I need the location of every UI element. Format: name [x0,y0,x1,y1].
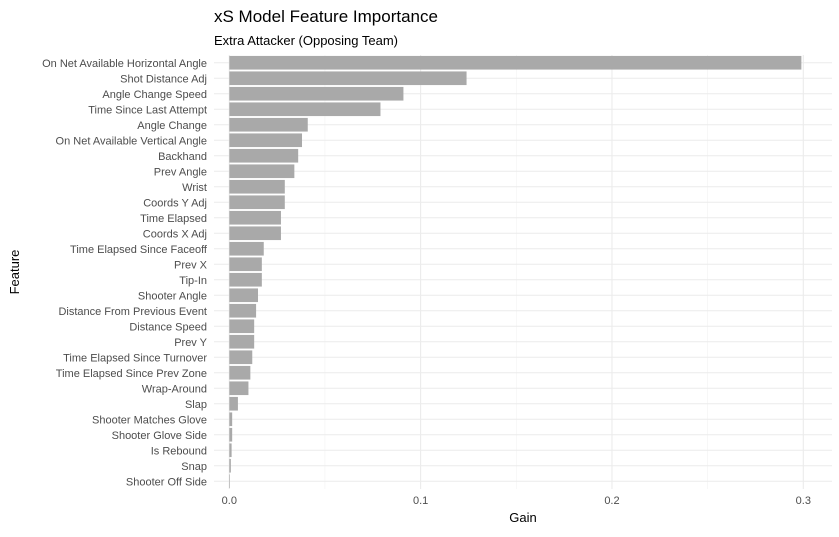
bar [229,71,467,86]
chart-subtitle: Extra Attacker (Opposing Team) [214,33,398,48]
bar-layer [229,55,802,489]
y-tick-label: Coords X Adj [143,228,207,240]
y-tick-label: Shooter Matches Glove [92,414,207,426]
y-tick-label: Prev Angle [154,166,207,178]
y-tick-label: Time Elapsed Since Faceoff [70,244,208,256]
bar [229,427,233,442]
bar [229,210,281,225]
y-tick-label: Shooter Angle [138,290,207,302]
x-tick-label: 0.1 [413,495,428,507]
y-tick-label: Wrap-Around [142,383,207,395]
y-tick-labels: On Net Available Horizontal Angle Shot Di… [42,58,208,489]
y-tick-label: Angle Change [137,120,207,132]
y-tick-label: Tip-In [179,275,207,287]
x-tick-label: 0.2 [604,495,619,507]
bar [229,257,262,272]
y-tick-label: Shooter Off Side [126,476,207,488]
y-tick-label: Distance Speed [129,321,207,333]
bar [229,86,404,101]
y-tick-label: Coords Y Adj [143,197,207,209]
y-tick-label: On Net Available Horizontal Angle [42,58,207,70]
y-tick-label: Snap [181,461,207,473]
y-tick-label: Time Elapsed [140,213,207,225]
y-tick-label: Shooter Glove Side [112,430,207,442]
bar [229,226,281,241]
bar [229,334,255,349]
bar [229,396,238,411]
bar [229,195,285,210]
bar [229,319,255,334]
bar [229,55,802,70]
bar [229,272,262,287]
x-tick-label: 0.0 [222,495,237,507]
bar [229,164,295,179]
bar [229,303,257,318]
bar [229,288,259,303]
y-tick-label: Slap [185,399,207,411]
y-tick-label: Backhand [158,151,207,163]
bar [229,443,232,458]
bar [229,412,233,427]
y-tick-label: Is Rebound [151,445,207,457]
x-axis-label: Gain [509,510,536,525]
bar [229,350,253,365]
y-tick-label: Prev Y [174,337,207,349]
bar [229,133,303,148]
y-tick-label: Shot Distance Adj [120,73,207,85]
x-tick-label: 0.3 [796,495,811,507]
y-tick-label: Time Since Last Attempt [88,104,207,116]
y-axis-label: Feature [7,250,22,295]
y-tick-label: Time Elapsed Since Turnover [63,352,207,364]
bar [229,148,299,163]
bar [229,365,251,380]
y-tick-label: Distance From Previous Event [58,306,207,318]
bar [229,117,308,132]
bar [229,381,249,396]
y-tick-label: Time Elapsed Since Prev Zone [56,368,207,380]
bar [229,102,381,117]
grid-layer [214,55,832,489]
y-tick-label: Prev X [174,259,208,271]
x-tick-labels: 0.0 0.1 0.2 0.3 [222,495,811,507]
bar [229,474,230,489]
chart-title: xS Model Feature Importance [214,7,438,26]
y-tick-label: Wrist [182,182,207,194]
bar [229,458,231,473]
y-tick-label: On Net Available Vertical Angle [56,135,207,147]
bar [229,241,264,256]
bar [229,179,285,194]
y-tick-label: Angle Change Speed [102,89,207,101]
